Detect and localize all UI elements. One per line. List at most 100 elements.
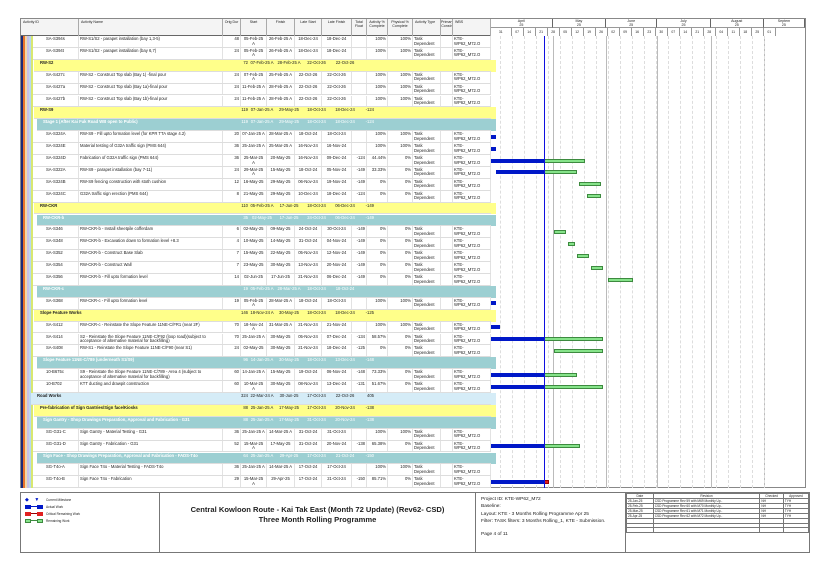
remaining-work-bar[interactable]	[544, 372, 577, 377]
wbs-group-row[interactable]: RW-CKR 110 05-Feb-25 A 17-Jun-25 18-Oct-24 06…	[34, 202, 491, 215]
activity-id: SA-S352	[33, 250, 79, 262]
remaining-work-bar[interactable]	[590, 265, 603, 270]
wbs-group-row[interactable]: Stage 1 (After Kai Fuk Road WB open to P…	[37, 119, 491, 132]
column-header-total-float[interactable]: Total Float	[352, 19, 367, 36]
table-row[interactable]: SA-S324D Fabrication of G32A traffic sign…	[33, 155, 491, 167]
table-row[interactable]: SA-S368 RW-CKR-c - Fill upto formation le…	[33, 297, 491, 310]
table-row[interactable]: SA-S394s RW-S1/S2 - parapet installation …	[33, 36, 491, 48]
table-row[interactable]: SA-S394t RW-S1/S2 - parapet installation …	[33, 47, 491, 60]
column-header-activity-name[interactable]: Activity Name	[79, 19, 223, 36]
project-id: Project ID: KTE-WP62_M72	[481, 497, 541, 502]
table-row[interactable]: SA-S352 RW-CKR-b - Construct Base Slab 7 15…	[33, 250, 491, 263]
remaining-work-bar[interactable]	[578, 182, 601, 187]
table-row[interactable]: SG-G31-D Sign Gantry - Fabrication - G31 5…	[33, 440, 491, 453]
remaining-work-bar[interactable]	[554, 229, 567, 234]
wbs-group-row[interactable]: RW-S2 72 07-Feb-25 A 28-Feb-25 A 22-Oct-26 22…	[34, 59, 491, 72]
column-header-activity-complete[interactable]: Activity % Complete	[367, 19, 388, 36]
primary-constraint	[441, 476, 453, 488]
actual-work-bar[interactable]	[491, 444, 545, 449]
late-start: 21-Nov-24	[295, 274, 322, 285]
physical-pct: 0%	[388, 369, 413, 381]
actual-work-bar[interactable]	[491, 384, 545, 389]
remaining-work-bar[interactable]	[544, 444, 581, 449]
late-finish: 20-Nov-24	[322, 440, 352, 452]
table-row[interactable]: SA-S412 RW-CKR-c - Reinstate the Slope Fe…	[33, 321, 491, 334]
revision-desc: CSD Programme Rev 62 with M72 Monthly Up…	[652, 513, 761, 519]
remaining-work-bar[interactable]	[544, 384, 603, 389]
late-start: 17-Oct-24	[295, 476, 322, 488]
start-date: 25-Mar-25 A	[241, 155, 267, 166]
table-row[interactable]: SA-S324B RW-S9 fencing construction with …	[33, 178, 491, 191]
table-row[interactable]: SA-S324C G32A traffic sign erection (PMS …	[33, 190, 491, 203]
activity-type: Task Dependent	[413, 143, 441, 154]
table-row[interactable]: SA-S356 RW-CKR-b - Fill upto formation le…	[33, 274, 491, 286]
table-row[interactable]: SA-S346 RW-CKR-b - Install sheetpile coff…	[33, 226, 491, 239]
remaining-work-bar[interactable]	[568, 241, 576, 246]
remaining-work-bar[interactable]	[587, 194, 601, 199]
column-header-activity-type[interactable]: Activity Type	[413, 19, 441, 36]
table-row[interactable]: SG-G31-C Sign Gantry - Material Testing -…	[33, 428, 491, 441]
table-row[interactable]: SA-S324A RW-S9 - Fill upto formation leve…	[33, 131, 491, 144]
legend-label: Actual Work	[46, 504, 64, 509]
table-row[interactable]: SA-S324E Material testing of G32A traffic…	[33, 143, 491, 155]
remaining-work-bar[interactable]	[554, 348, 603, 353]
late-start: 31-Oct-24	[295, 440, 322, 452]
actual-work-bar[interactable]	[491, 372, 545, 377]
table-row[interactable]: SA-S354 RW-CKR-b - Construct Wall 7 23-May-…	[33, 262, 491, 274]
column-header-activity-id[interactable]: Activity ID	[21, 19, 79, 36]
wbs-group-row[interactable]: Road Works 324 22-Mar-24 A 30-Jun-25 17-Oct-…	[31, 393, 491, 405]
table-row[interactable]: 10-B702 KTT ducting and drawpit construct…	[33, 381, 491, 393]
wbs-group-row[interactable]: RW-CKR-b 35 02-May-25 17-Jun-25 24-Oct-24 06-…	[37, 214, 491, 227]
column-header-late-start[interactable]: Late Start	[295, 19, 322, 36]
wbs-group-row[interactable]: RW-S9 119 07-Jan-25 A 29-May-25 18-Oct-24 18-…	[34, 107, 491, 120]
late-finish: 22-Oct-26	[335, 59, 355, 65]
wbs-group-row[interactable]: Slope Feature Works 146 18-Nov-24 A 30-May-…	[34, 309, 491, 322]
actual-work-bar[interactable]	[491, 325, 500, 330]
wbs-code: KTE-WP62_M72.O	[453, 345, 491, 357]
column-header-late-finish[interactable]: Late Finish	[322, 19, 352, 36]
actual-work-bar[interactable]	[491, 337, 545, 341]
table-row[interactable]: SA-S322A RW-S9 - parapet installation (ba…	[33, 166, 491, 179]
remaining-work-bar[interactable]	[544, 158, 586, 163]
actual-work-bar[interactable]	[491, 301, 496, 306]
activity-id: SG-G31-D	[33, 440, 79, 452]
actual-work-bar[interactable]	[491, 146, 496, 151]
column-header-orig-dur[interactable]: Orig Dur	[223, 19, 241, 36]
primary-constraint	[441, 440, 453, 452]
remaining-work-bar[interactable]	[607, 277, 634, 282]
column-header-primary-constr[interactable]: Primary Constr	[441, 19, 453, 36]
wbs-group-row[interactable]: Slope Feature 11NE-C/789 (underneath S1/…	[37, 357, 491, 370]
orig-dur: 36	[223, 428, 241, 440]
column-header-wbs[interactable]: WBS	[453, 19, 491, 36]
table-row[interactable]: SA-S348 RW-CKR-b - Excavation down to for…	[33, 238, 491, 251]
table-row[interactable]: SG-T4o-B Sign Face T4o - Fabrication 29 15-…	[33, 476, 491, 489]
start-date: 23-May-25	[241, 262, 267, 273]
column-header-physical-complete[interactable]: Physical % Complete	[388, 19, 413, 36]
actual-work-bar[interactable]	[496, 170, 545, 175]
wbs-group-row[interactable]: Sign Face - Shop Drawings Preparation, A…	[37, 452, 491, 465]
finish-date: 29-Apr-25	[279, 452, 299, 458]
remaining-work-bar[interactable]	[544, 170, 577, 175]
wbs-group-row[interactable]: RW-CKR-c 19 05-Feb-25 A 28-Mar-25 A 18-Oct-2…	[37, 285, 491, 298]
table-row[interactable]: SA-S414 S2 - Reinstate the Slope Feature …	[33, 333, 491, 346]
table-row[interactable]: SA-S427c RW-S2 - Construct Top slab (Bay …	[33, 71, 491, 84]
table-row[interactable]: 10-B675c S9 - Reinstate the Slope Feature…	[33, 369, 491, 382]
remaining-work-bar[interactable]	[576, 253, 589, 258]
actual-work-bar[interactable]	[491, 134, 496, 139]
table-row[interactable]: SA-S427b RW-S2 - Construct Top slab (Bay …	[33, 95, 491, 108]
wbs-group-row[interactable]: Pre-fabrication of Sign Gantries/Sign fa…	[34, 404, 491, 417]
late-start: 18-Oct-24	[295, 166, 322, 178]
table-row[interactable]: SA-S408 RW-S1 - Reinstate the Slope Featu…	[33, 345, 491, 358]
table-row[interactable]: SA-S427a RW-S2 - Construct Top slab (Bay …	[33, 83, 491, 96]
column-header-finish[interactable]: Finish	[267, 19, 295, 36]
table-row[interactable]: SG-T4o-A Sign Face T4o - Material Testing…	[33, 464, 491, 477]
column-header-start[interactable]: Start	[241, 19, 267, 36]
remaining-work-bar[interactable]	[544, 337, 603, 341]
actual-work-bar[interactable]	[491, 158, 545, 163]
wbs-group-row[interactable]: Sign Gantry - Shop Drawings Preparation,…	[37, 416, 491, 429]
late-finish: 18-Oct-24	[335, 285, 355, 291]
late-start: 22-Oct-26	[307, 59, 326, 65]
actual-work-bar[interactable]	[491, 479, 545, 484]
total-float: -138	[352, 440, 367, 452]
start-date: 05-Feb-25 A	[241, 36, 267, 47]
